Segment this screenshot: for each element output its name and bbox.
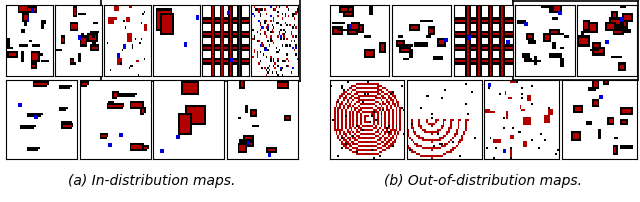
Text: (a) In-distribution maps.: (a) In-distribution maps.	[68, 173, 236, 187]
Text: (b) Out-of-distribution maps.: (b) Out-of-distribution maps.	[384, 173, 582, 187]
